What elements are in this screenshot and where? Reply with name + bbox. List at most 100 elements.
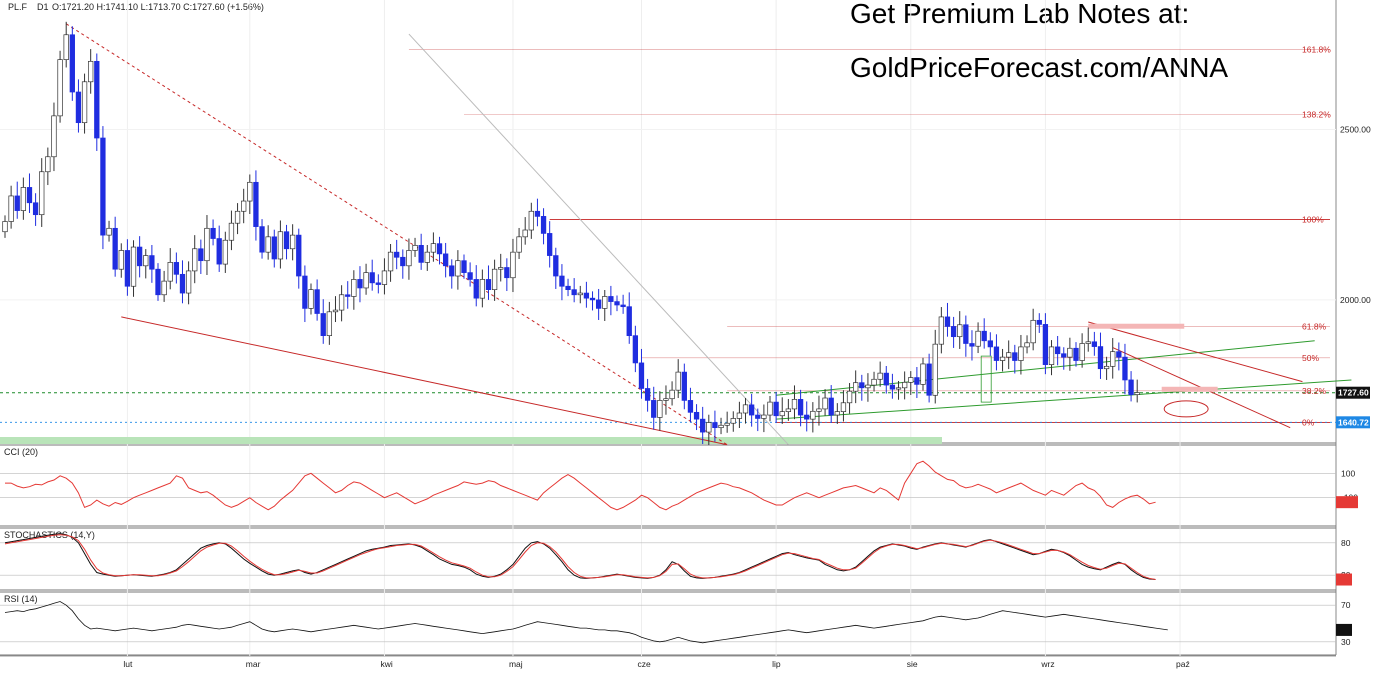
candle-body xyxy=(534,210,541,217)
month-label: paź xyxy=(1176,659,1190,669)
candle-body xyxy=(1116,351,1122,358)
candle-body xyxy=(491,268,498,291)
candle-body xyxy=(216,238,222,265)
candle-body xyxy=(326,311,333,337)
candle-body xyxy=(804,414,810,420)
stoch-d-line xyxy=(4,534,1156,580)
candle-body xyxy=(1097,346,1104,370)
candle-body xyxy=(1067,347,1073,358)
rsi-line xyxy=(4,601,1168,644)
candle-body xyxy=(424,251,430,263)
descending-channel-upper xyxy=(1088,321,1303,383)
stoch-k-line xyxy=(4,533,1156,580)
candle-body xyxy=(767,401,773,416)
candle-body xyxy=(846,390,853,404)
indicators xyxy=(4,460,1358,644)
candle-body xyxy=(657,400,663,418)
candle-body xyxy=(589,297,596,301)
candle-body xyxy=(277,231,284,260)
candle-body xyxy=(461,260,467,273)
candle-body xyxy=(877,372,883,380)
lower-trend-line xyxy=(121,316,728,446)
candle-body xyxy=(957,324,963,338)
candle-body xyxy=(369,272,375,284)
candle-body xyxy=(75,91,82,124)
candle-body xyxy=(124,250,131,287)
candle-body xyxy=(198,248,204,262)
candle-body xyxy=(950,326,957,338)
month-label: wrz xyxy=(1040,659,1054,669)
current-price-label: 1727.60 xyxy=(1338,388,1369,398)
candle-body xyxy=(394,251,400,258)
candle-body xyxy=(712,422,718,429)
panel-frames xyxy=(0,0,1337,657)
candle-body xyxy=(755,414,761,419)
candle-body xyxy=(644,388,651,401)
candle-body xyxy=(436,243,443,255)
candle-body xyxy=(761,414,767,419)
candle-body xyxy=(2,221,8,233)
candle-body xyxy=(88,60,94,83)
candle-body xyxy=(296,234,302,277)
candle-body xyxy=(987,340,993,348)
candle-body xyxy=(785,408,792,412)
fib-label: 138.2% xyxy=(1302,109,1331,119)
candle-body xyxy=(418,245,424,263)
candle-body xyxy=(736,412,743,419)
candle-body xyxy=(693,411,700,420)
candle-body xyxy=(791,399,798,410)
candle-body xyxy=(26,187,33,204)
candle-body xyxy=(522,229,528,238)
candle-body xyxy=(742,404,749,414)
target-ellipse xyxy=(1163,400,1209,418)
candle-body xyxy=(1012,352,1018,361)
candle-body xyxy=(540,216,547,234)
candle-body xyxy=(253,181,259,227)
candle-body xyxy=(675,371,681,391)
candle-body xyxy=(265,236,271,253)
candle-body xyxy=(993,346,1000,361)
candle-body xyxy=(1110,351,1116,367)
candle-body xyxy=(1091,341,1098,347)
support-price-badge xyxy=(1336,416,1370,429)
candle-body xyxy=(1073,347,1079,361)
candle-body xyxy=(136,246,143,267)
candle-body xyxy=(687,400,694,413)
candle-body xyxy=(210,227,216,239)
candle-body xyxy=(302,275,308,309)
fib-label: 38.2% xyxy=(1302,386,1327,396)
candle-body xyxy=(308,289,314,309)
candle-body xyxy=(718,424,724,429)
candle-body xyxy=(106,227,112,236)
dashed-downtrend-line xyxy=(65,23,728,446)
candle-body xyxy=(241,200,247,212)
candle-body xyxy=(871,378,877,386)
channel-lower-line xyxy=(776,379,1352,420)
highlight-box xyxy=(980,355,992,403)
candle-body xyxy=(748,404,755,416)
candle-body xyxy=(479,279,486,299)
candle-body xyxy=(889,384,896,390)
candle-body xyxy=(920,363,926,385)
candle-body xyxy=(608,296,614,302)
candles xyxy=(2,21,1140,446)
fib-label: 0% xyxy=(1302,418,1315,428)
candle-body xyxy=(1134,392,1140,395)
candle-body xyxy=(834,411,840,416)
candle-body xyxy=(338,294,345,311)
candle-body xyxy=(565,285,571,291)
candle-body xyxy=(271,236,277,260)
candle-body xyxy=(63,34,69,60)
candle-body xyxy=(895,387,902,390)
candle-body xyxy=(614,301,620,306)
candle-body xyxy=(504,267,510,279)
candle-body xyxy=(797,399,804,416)
candle-body xyxy=(963,324,969,344)
candle-body xyxy=(455,260,461,277)
fib-label: 50% xyxy=(1302,353,1319,363)
stoch-value-badge xyxy=(1336,573,1352,586)
candle-body xyxy=(222,239,228,265)
candle-body xyxy=(926,363,932,396)
candle-body xyxy=(1018,346,1024,361)
